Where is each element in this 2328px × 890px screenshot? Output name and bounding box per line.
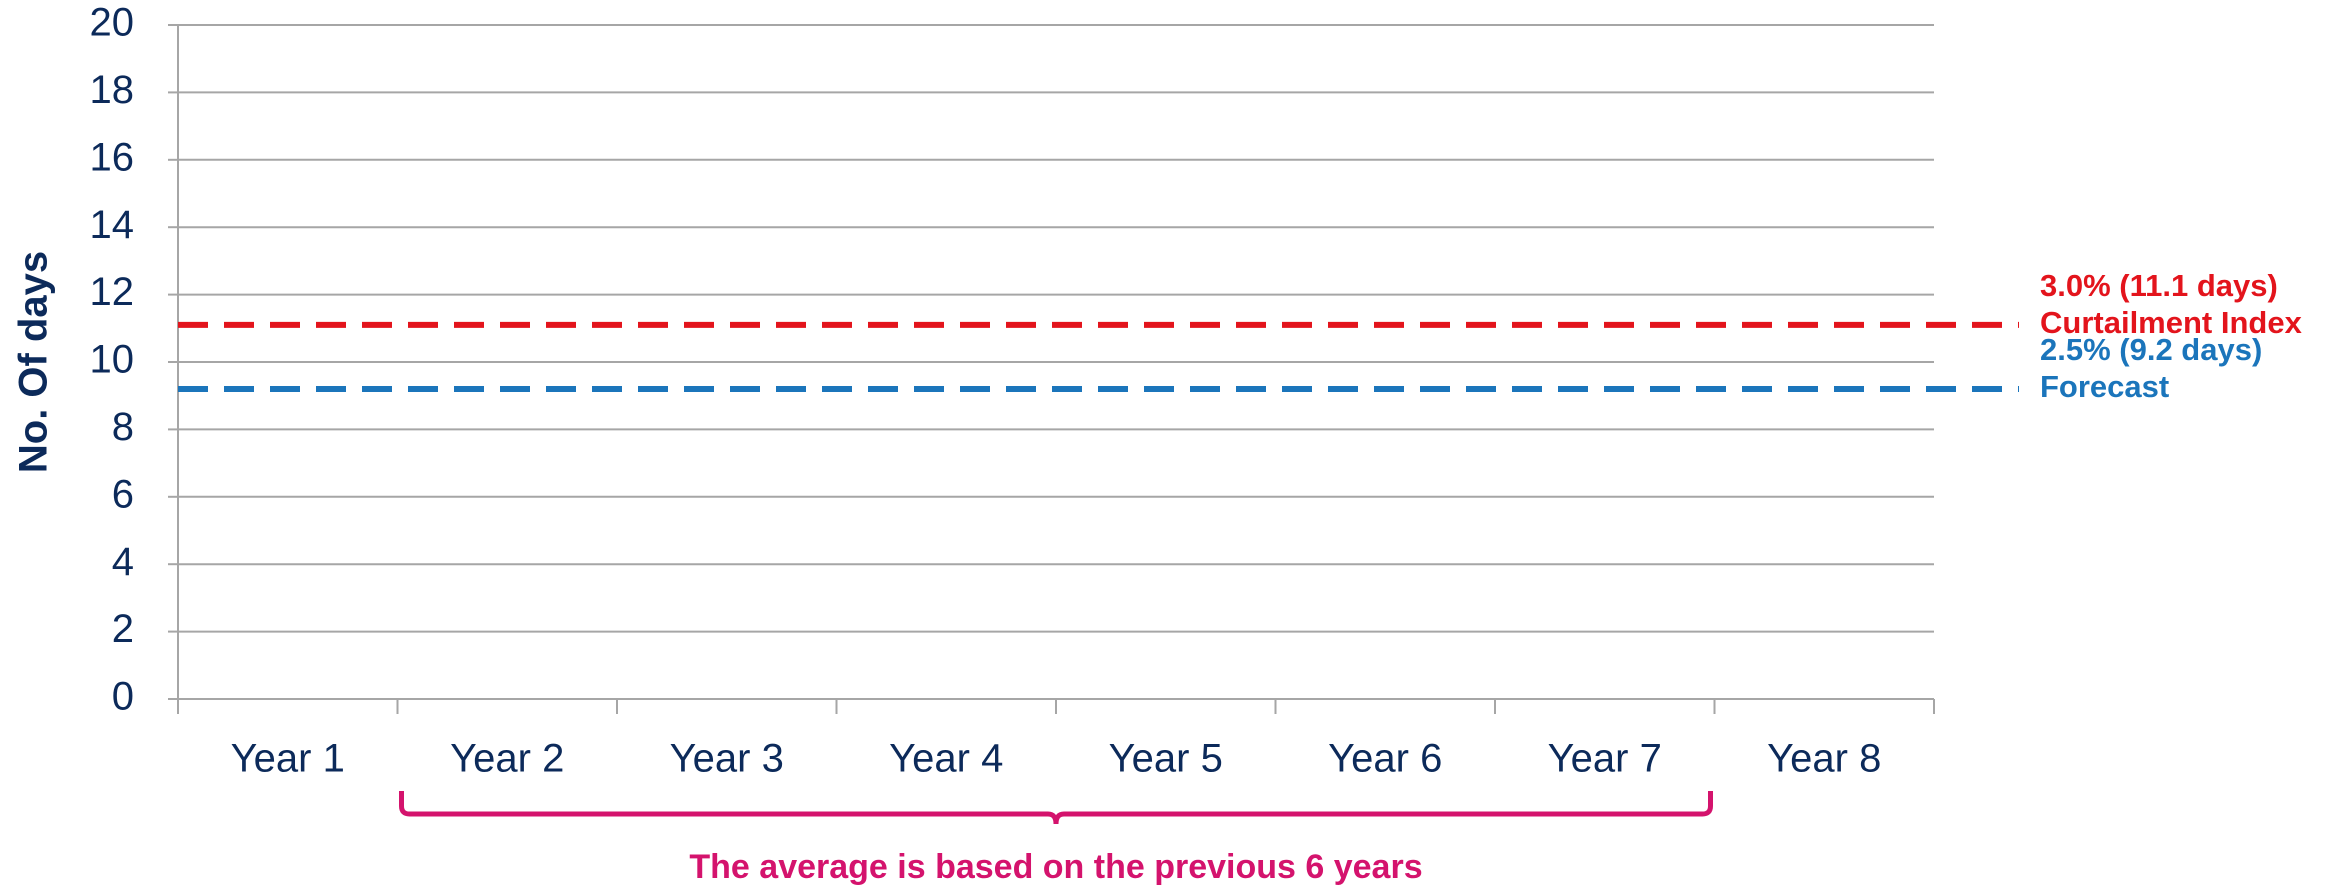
y-tick-label: 2: [112, 607, 134, 651]
legend-label: Forecast: [2040, 369, 2169, 404]
y-tick-label: 16: [90, 135, 135, 179]
x-tick-label: Year 5: [1109, 737, 1223, 781]
value-label: 2.5% (9.2 days): [2040, 332, 2262, 367]
x-tick-label: Year 3: [670, 737, 784, 781]
x-tick-label: Year 8: [1767, 737, 1881, 781]
y-axis-label: No. Of days: [12, 251, 56, 473]
x-tick-label: Year 4: [889, 737, 1003, 781]
x-tick-label: Year 2: [450, 737, 564, 781]
y-tick-label: 10: [90, 338, 135, 382]
y-tick-label: 4: [112, 540, 134, 584]
y-tick-label: 8: [112, 405, 134, 449]
y-tick-label: 6: [112, 472, 134, 516]
y-tick-label: 12: [90, 270, 135, 314]
legend-label: Curtailment Index: [2040, 305, 2303, 340]
value-label: 3.0% (11.1 days): [2040, 268, 2278, 303]
y-tick-label: 20: [90, 1, 135, 45]
y-tick-label: 0: [112, 675, 134, 719]
y-tick-label: 18: [90, 68, 135, 112]
x-tick-label: Year 1: [231, 737, 345, 781]
y-tick-label: 14: [90, 203, 135, 247]
brace: [399, 791, 1713, 825]
x-tick-label: Year 7: [1548, 737, 1662, 781]
x-tick-label: Year 6: [1328, 737, 1442, 781]
annotation: The average is based on the previous 6 y…: [689, 848, 1422, 886]
